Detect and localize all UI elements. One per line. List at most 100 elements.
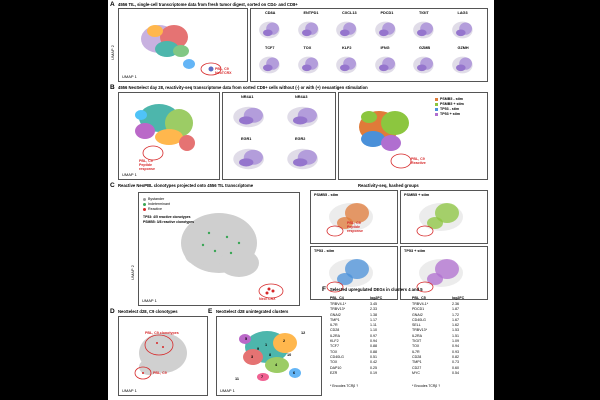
deg-gene: IL2RA xyxy=(330,333,340,338)
panel-a-umap-box: PBL, C9 NeoTCRX xyxy=(118,8,248,82)
legend-swatch xyxy=(143,197,146,201)
deg-log2fc: 1.38 xyxy=(370,312,377,317)
panel-b-legend: PSMB5 - stim PSMB5 + stim TP53 - stim TP53 … xyxy=(435,97,464,117)
panel-f-label: F xyxy=(322,286,326,293)
legend-swatch xyxy=(143,202,146,206)
legend-item: PSMB5 - stim xyxy=(435,97,464,102)
panel-c-note-2: PSMB5: 3/8 reactive clonotypes xyxy=(143,220,195,224)
cluster-label: 4 xyxy=(275,363,278,367)
axis-x-a: UMAP 1 xyxy=(122,74,137,79)
legend-label: Reactive xyxy=(148,207,162,211)
deg-gene: TRBV13* xyxy=(412,328,427,333)
gene-feature-plot xyxy=(336,21,357,39)
legend-swatch xyxy=(435,107,438,111)
hashed-panel-label: PSMB5 + stim xyxy=(404,193,430,197)
panel-b-stim-box: PBL, C9 Reactive PSMB5 - stim PSMB5 + sti… xyxy=(338,92,488,180)
deg-gene: CD40LG xyxy=(412,317,426,322)
deg-gene: SELL xyxy=(412,323,421,328)
deg-log2fc: 0.88 xyxy=(370,344,377,349)
deg-log2fc: 3.45 xyxy=(370,302,377,306)
deg-log2fc: 0.82 xyxy=(452,354,459,359)
panel-e-title: NeoSelect d28 unintegrated clusters xyxy=(216,309,289,314)
legend-label: Bystander xyxy=(148,197,165,201)
deg-gene: TRBV4-1* xyxy=(330,302,347,306)
panel-d-umap xyxy=(134,333,187,380)
gene-label: TCF7 xyxy=(265,46,275,50)
deg-c4-footnote: * Encodes TCRβ ? xyxy=(330,384,359,388)
panel-f-deg-table: PBL_C4 TRBV4-1* TRBV13* GNAI2 TMP1 IL7R CD28 I… xyxy=(330,296,490,396)
gene-feature-plot xyxy=(287,148,318,170)
cluster-label: 5 xyxy=(245,337,248,341)
deg-log2fc: 0.97 xyxy=(370,333,377,338)
panel-a-label: A xyxy=(110,1,115,8)
deg-log2fc: 0.73 xyxy=(452,360,459,365)
gene-label: EGR1 xyxy=(241,137,252,141)
axis-y-c: UMAP 2 xyxy=(130,265,135,280)
deg-c5-lfc-header: log2FC xyxy=(452,296,465,300)
panel-d-title: NeoSelect d28, C9 clonotypes xyxy=(118,309,178,314)
deg-log2fc: 0.51 xyxy=(370,354,377,359)
deg-log2fc: 1.67 xyxy=(452,317,459,322)
legend-item: Reactive xyxy=(143,207,170,212)
gene-label: GZMB xyxy=(419,46,431,50)
panel-b-annotation-1: PBL, C9 Peptide response xyxy=(139,159,155,171)
axis-x-e: UMAP 1 xyxy=(220,388,235,393)
legend-item: Bystander xyxy=(143,197,170,202)
gene-feature-plot xyxy=(374,56,396,74)
deg-gene: EZR xyxy=(330,370,338,375)
gene-feature-plot xyxy=(259,56,280,74)
deg-gene: TOX xyxy=(330,349,338,354)
gene-label: KLF2 xyxy=(342,46,352,50)
panel-d-annotation-2: PBL, C9 xyxy=(153,371,167,375)
hashed-panel-label: TP53 + stim xyxy=(404,249,426,253)
panel-b-stim-umap xyxy=(359,111,412,169)
gene-feature-plot xyxy=(297,21,319,39)
legend-label: PSMB5 - stim xyxy=(440,97,463,101)
gene-feature-plot xyxy=(374,21,396,39)
deg-gene: MYC xyxy=(412,370,420,375)
cluster-label: 2 xyxy=(283,339,286,343)
deg-c5-footnote: * Encodes TCRβ ? xyxy=(412,384,441,388)
panel-c-hashed-title: Reactivity-seq, hashed groups xyxy=(358,183,419,188)
axis-x-c: UMAP 1 xyxy=(142,298,157,303)
axis-y-a: UMAP 2 xyxy=(110,45,115,60)
panel-c-label: C xyxy=(110,182,115,189)
deg-log2fc: 1.10 xyxy=(370,328,377,333)
deg-gene: TRBV13* xyxy=(330,307,345,312)
hashed-panel-label: PSMB5 - stim xyxy=(314,193,339,197)
gene-label: CD8A xyxy=(265,11,276,15)
deg-log2fc: 1.51 xyxy=(452,333,459,338)
legend-item: Indeterminant xyxy=(143,202,170,207)
panel-e-umap xyxy=(239,331,301,381)
deg-gene: CD28 xyxy=(412,354,422,359)
panel-b-title: 4556 NeoSelect day 28, reactivity-seq tr… xyxy=(118,85,368,90)
deg-c4-header: PBL_C4 xyxy=(330,296,344,300)
legend-swatch xyxy=(435,97,438,101)
panel-c-umap xyxy=(181,213,284,299)
deg-gene: IL2RA xyxy=(412,333,422,338)
cluster-label: 1 xyxy=(265,343,268,347)
panel-c-annotation: NeoTCRX xyxy=(259,297,276,301)
deg-log2fc: 0.88 xyxy=(370,349,377,354)
deg-gene: CD27 xyxy=(412,365,422,370)
hashed-panel: PSMB5 - stim PBL, C9 Peptide response xyxy=(310,190,398,244)
gene-feature-plot xyxy=(259,21,280,39)
panel-f-title: Selected upregulated DEGs in clusters 4 … xyxy=(330,287,423,292)
legend-label: TP53 + stim xyxy=(440,112,461,116)
deg-log2fc: 0.94 xyxy=(370,339,377,344)
deg-gene: TRBV4-1* xyxy=(412,302,429,306)
gene-feature-plot xyxy=(336,56,357,74)
hashed-panel: TP53 + stim xyxy=(400,246,488,300)
gene-label: GZMH xyxy=(457,46,469,50)
panel-c-umap-box: Bystander Indeterminant Reactive TP53: 4/5… xyxy=(138,192,300,306)
axis-x-d: UMAP 1 xyxy=(122,388,137,393)
deg-log2fc: 1.62 xyxy=(452,323,459,328)
gene-label: PDCD1 xyxy=(380,11,394,15)
deg-gene: GNAI2 xyxy=(330,312,341,317)
deg-gene: TOX xyxy=(330,360,338,365)
deg-log2fc: 2.33 xyxy=(370,307,377,312)
gene-feature-plot xyxy=(413,21,434,39)
hashed-umap xyxy=(416,203,463,237)
gene-feature-plot xyxy=(413,56,434,74)
deg-gene: TMP1 xyxy=(330,317,340,322)
